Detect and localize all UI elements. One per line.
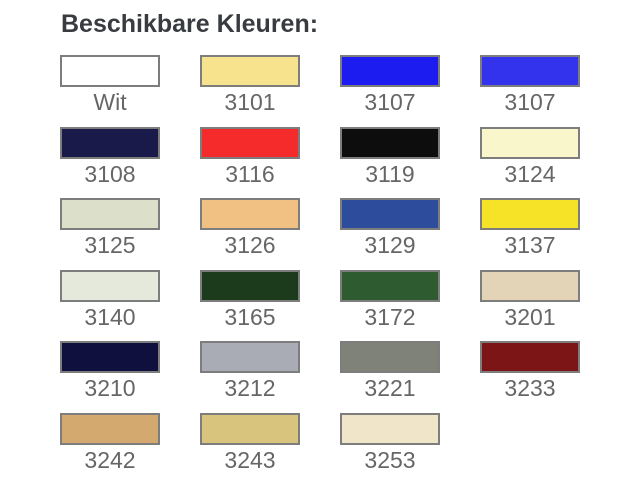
swatch-label: 3210	[84, 375, 136, 401]
color-swatch	[60, 269, 160, 302]
swatch-label: 3221	[364, 375, 416, 401]
swatch-cell: 3210	[60, 341, 164, 413]
swatch-label: 3165	[224, 303, 276, 330]
swatch-cell: 3201	[480, 269, 584, 342]
swatch-label: 3137	[504, 232, 556, 258]
swatch-cell: 3107	[480, 55, 584, 127]
swatch-label: 3126	[224, 232, 276, 258]
swatch-label: 3212	[224, 375, 276, 401]
swatch-label: 3172	[364, 303, 416, 330]
swatch-cell: 3137	[480, 198, 584, 270]
swatch-label: 3125	[84, 232, 136, 258]
swatch-label: 3101	[224, 89, 276, 115]
color-swatch	[480, 269, 580, 302]
color-swatch	[480, 341, 580, 373]
color-swatch	[60, 341, 160, 373]
swatch-cell: 3119	[340, 126, 444, 199]
color-grid: Wit 3101 3107 3107 3108 3116 3119 3124 3125 3126 3…	[60, 55, 620, 480]
swatch-cell: 3108	[60, 126, 164, 199]
swatch-cell: 3140	[60, 269, 164, 342]
color-swatch	[480, 55, 580, 87]
swatch-cell: 3243	[200, 412, 304, 480]
color-swatch	[340, 198, 440, 230]
swatch-cell: 3233	[480, 341, 584, 413]
swatch-cell: 3242	[60, 412, 164, 480]
swatch-label: 3116	[225, 160, 275, 187]
swatch-cell: 3126	[200, 198, 304, 270]
swatch-label: 3129	[364, 232, 416, 258]
swatch-label: 3201	[504, 303, 556, 330]
color-swatch	[340, 126, 440, 159]
color-swatch	[340, 412, 440, 445]
color-swatch	[60, 198, 160, 230]
color-swatch	[480, 126, 580, 159]
swatch-label: 3140	[84, 303, 136, 330]
swatch-label: 3108	[84, 160, 136, 187]
swatch-cell: 3101	[200, 55, 304, 127]
color-swatch	[200, 126, 300, 159]
swatch-label: 3119	[365, 160, 415, 187]
swatch-cell: 3253	[340, 412, 444, 480]
swatch-label: Wit	[93, 89, 127, 115]
swatch-cell: 3221	[340, 341, 444, 413]
color-swatch	[200, 412, 300, 445]
color-swatch	[200, 341, 300, 373]
swatch-cell: 3125	[60, 198, 164, 270]
color-swatch	[60, 412, 160, 445]
color-swatch	[340, 341, 440, 373]
color-swatch	[340, 269, 440, 302]
color-swatch	[60, 126, 160, 159]
swatch-label: 3107	[364, 89, 416, 115]
color-swatch	[200, 198, 300, 230]
swatch-cell: 3129	[340, 198, 444, 270]
swatch-label: 3233	[504, 375, 556, 401]
swatch-label: 3253	[364, 446, 416, 473]
page-title: Beschikbare Kleuren:	[61, 10, 319, 38]
swatch-label: 3242	[84, 446, 136, 473]
swatch-cell: 3172	[340, 269, 444, 342]
swatch-cell: 3116	[200, 126, 304, 199]
swatch-cell: Wit	[60, 55, 164, 127]
color-swatch	[200, 269, 300, 302]
swatch-cell: 3212	[200, 341, 304, 413]
swatch-label: 3107	[504, 89, 556, 115]
swatch-label: 3243	[224, 446, 276, 473]
swatch-cell: 3124	[480, 126, 584, 199]
color-swatch	[60, 55, 160, 87]
swatch-label: 3124	[504, 160, 556, 187]
color-swatch	[200, 55, 300, 87]
color-swatch	[480, 198, 580, 230]
swatch-cell: 3107	[340, 55, 444, 127]
swatch-cell: 3165	[200, 269, 304, 342]
color-swatch	[340, 55, 440, 87]
